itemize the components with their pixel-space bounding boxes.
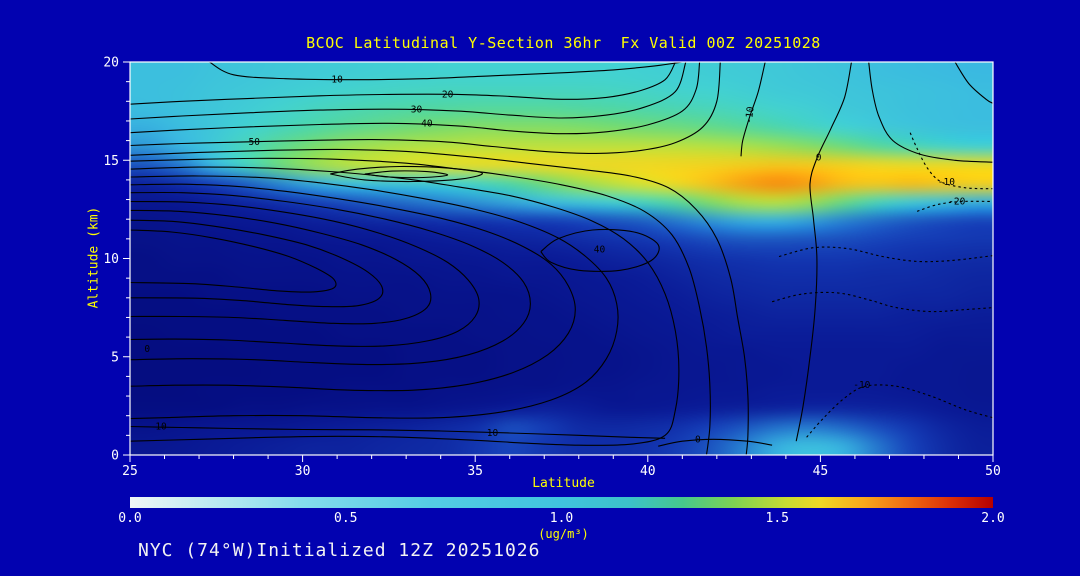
contour-line xyxy=(364,170,449,179)
colorbar-tick-label: 0.5 xyxy=(334,511,358,526)
y-tick-label: 0 xyxy=(111,449,119,464)
y-tick-label: 15 xyxy=(103,154,119,169)
contour-line xyxy=(130,62,701,135)
contour-line xyxy=(130,166,680,446)
y-tick-label: 10 xyxy=(103,252,119,267)
contour-line xyxy=(130,229,337,293)
contour-label: 40 xyxy=(594,245,606,256)
contour-line xyxy=(130,219,384,308)
contour-label: -10 xyxy=(938,177,955,188)
contour-line xyxy=(806,384,993,438)
colorbar-tick-label: 2.0 xyxy=(981,511,1005,526)
y-axis-title: Altitude (km) xyxy=(86,206,102,309)
contour-line xyxy=(954,62,993,104)
contour-line xyxy=(778,246,993,263)
contour-label: 0 xyxy=(144,344,150,355)
contour-label: 10 xyxy=(487,428,499,439)
plot-title: BCOC Latitudinal Y-Section 36hr Fx Valid… xyxy=(306,34,821,52)
contour-line xyxy=(130,157,711,455)
contour-line xyxy=(130,200,480,347)
colorbar-tick-label: 1.0 xyxy=(549,511,574,526)
contour-line xyxy=(130,175,619,420)
y-tick-label: 5 xyxy=(111,350,119,365)
contour-label: -10 xyxy=(853,380,870,391)
footer-run-info: NYC (74°W)Initialized 12Z 20251026 xyxy=(138,540,541,561)
x-axis-title: Latitude xyxy=(532,476,595,491)
contour-label: -10 xyxy=(744,106,757,125)
colorbar-tick-label: 0.0 xyxy=(118,511,142,526)
contour-line xyxy=(658,438,773,447)
contour-line xyxy=(868,62,993,163)
contour-label: 50 xyxy=(249,137,261,148)
contour-line xyxy=(209,62,683,81)
contour-line xyxy=(130,425,666,439)
colorbar-units-label: (ug/m³) xyxy=(538,527,589,541)
contour-label: 40 xyxy=(421,118,433,129)
contour-label: 10 xyxy=(155,422,167,433)
contour-label: 10 xyxy=(331,74,343,85)
contour-line xyxy=(130,62,676,105)
colorbar-tick-label: 1.5 xyxy=(765,511,789,526)
contour-line xyxy=(771,291,993,313)
contour-line xyxy=(130,183,576,392)
contour-label: -20 xyxy=(948,197,965,208)
contour-line xyxy=(130,209,432,325)
contour-lines-layer: 10 20 30 40 50 40 10 10 0 0 0 -10 -10 -20 -10 xyxy=(130,62,993,455)
y-tick-label: 20 xyxy=(103,56,119,71)
contour-line xyxy=(795,62,853,442)
contour-label: 0 xyxy=(816,152,822,163)
contour-label: 20 xyxy=(442,89,454,100)
contour-label: 0 xyxy=(695,435,701,446)
contour-line xyxy=(130,62,721,154)
colorbar-gradient xyxy=(130,497,993,508)
contour-label: 30 xyxy=(411,105,423,116)
